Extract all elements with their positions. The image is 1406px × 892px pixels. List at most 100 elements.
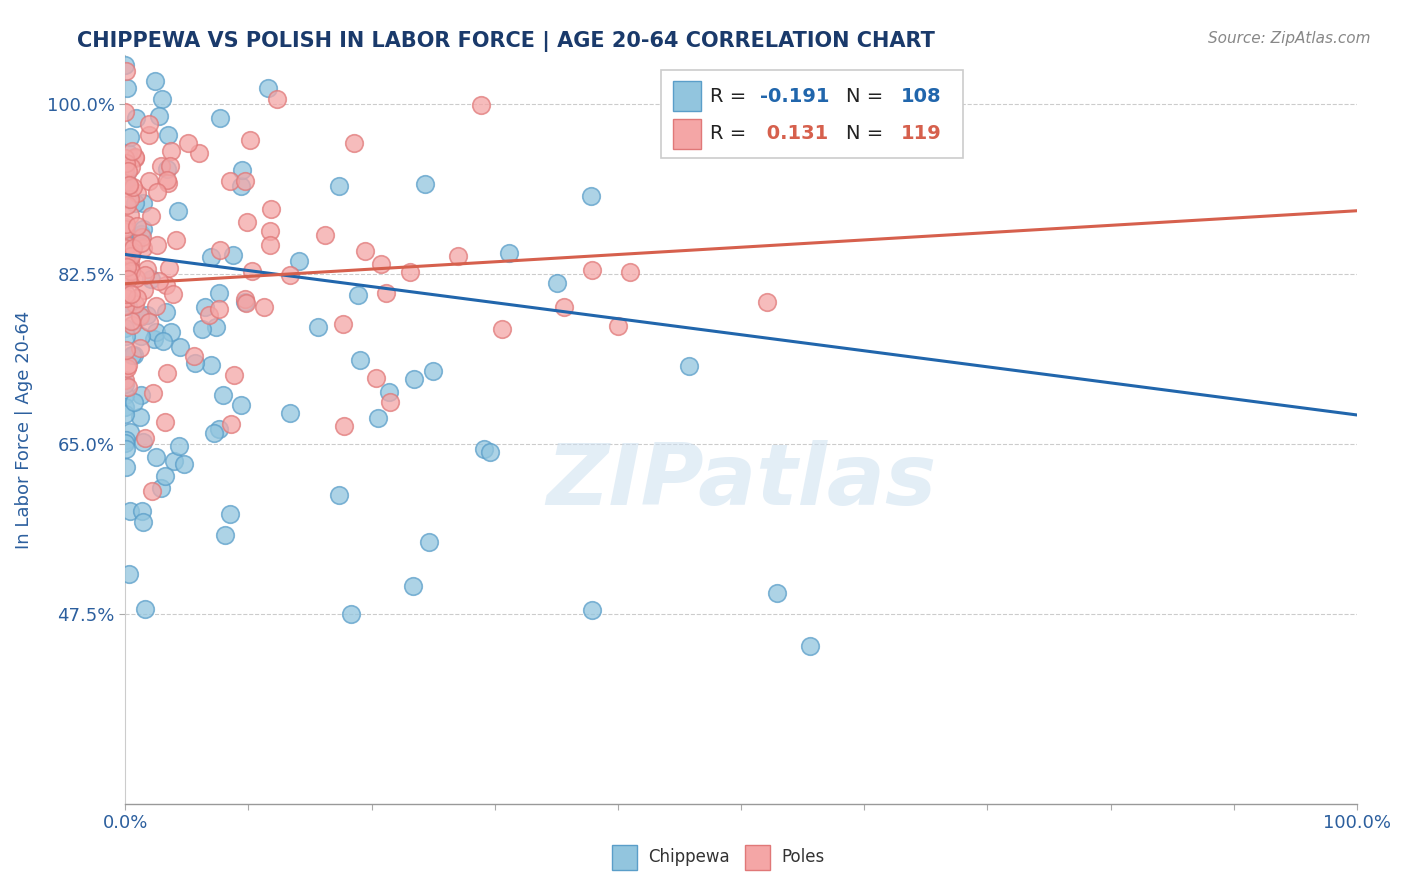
Point: [135, 261, 157, 276]
Point: [200, 359, 222, 373]
Point: [553, 300, 575, 314]
Text: CHIPPEWA VS POLISH IN LABOR FORCE | AGE 20-64 CORRELATION CHART: CHIPPEWA VS POLISH IN LABOR FORCE | AGE …: [77, 31, 935, 53]
Point: [114, 329, 136, 343]
Point: [222, 248, 245, 262]
Point: [120, 264, 142, 278]
Point: [606, 318, 628, 333]
Point: [333, 419, 356, 434]
Point: [156, 128, 179, 142]
Point: [367, 411, 389, 425]
Point: [155, 305, 177, 319]
Point: [124, 297, 146, 311]
Point: [229, 178, 252, 193]
Point: [162, 286, 184, 301]
Text: 0.131: 0.131: [759, 124, 828, 144]
Point: [132, 222, 155, 236]
Point: [114, 433, 136, 447]
Point: [260, 202, 283, 216]
Point: [134, 602, 156, 616]
Point: [173, 457, 195, 471]
Point: [117, 164, 139, 178]
Point: [418, 535, 440, 549]
Point: [149, 159, 172, 173]
Point: [114, 291, 136, 305]
Text: Poles: Poles: [782, 848, 825, 866]
Point: [114, 268, 136, 283]
Point: [120, 314, 142, 328]
Point: [229, 398, 252, 412]
Point: [134, 431, 156, 445]
Point: [114, 162, 136, 177]
FancyBboxPatch shape: [673, 81, 700, 112]
Point: [159, 144, 181, 158]
Point: [159, 159, 181, 173]
Point: [766, 585, 789, 599]
Point: [157, 176, 180, 190]
Point: [212, 388, 235, 402]
Point: [117, 198, 139, 212]
Point: [150, 481, 173, 495]
Point: [259, 237, 281, 252]
Point: [167, 439, 190, 453]
Point: [114, 241, 136, 255]
Point: [125, 111, 148, 125]
FancyBboxPatch shape: [673, 119, 700, 149]
Point: [155, 277, 177, 292]
Point: [124, 235, 146, 249]
Point: [125, 186, 148, 200]
Point: [153, 415, 176, 429]
Point: [125, 271, 148, 285]
Point: [307, 320, 329, 334]
Point: [132, 241, 155, 255]
Point: [231, 162, 253, 177]
Point: [219, 174, 242, 188]
Text: Chippewa: Chippewa: [648, 848, 730, 866]
Point: [120, 208, 142, 222]
Point: [115, 286, 138, 301]
Point: [118, 566, 141, 581]
Point: [380, 395, 402, 409]
Point: [115, 291, 138, 305]
Point: [252, 301, 274, 315]
Point: [115, 249, 138, 263]
Point: [118, 179, 141, 194]
Point: [115, 251, 138, 265]
Point: [115, 360, 138, 375]
Point: [375, 286, 398, 301]
Point: [120, 243, 142, 257]
Point: [413, 177, 436, 191]
Point: [120, 247, 142, 261]
Point: [156, 173, 179, 187]
Point: [194, 300, 217, 314]
Point: [121, 145, 143, 159]
Point: [129, 329, 152, 343]
Point: [208, 422, 231, 436]
Point: [117, 80, 139, 95]
Point: [278, 268, 301, 283]
Point: [678, 359, 700, 374]
Point: [239, 133, 262, 147]
Point: [233, 174, 256, 188]
Point: [619, 265, 641, 279]
Point: [124, 196, 146, 211]
Point: [370, 257, 392, 271]
Point: [131, 434, 153, 449]
Point: [114, 377, 136, 392]
Point: [114, 63, 136, 78]
Point: [131, 387, 153, 401]
Point: [139, 209, 162, 223]
Point: [340, 607, 363, 622]
Point: [314, 227, 336, 242]
Point: [183, 349, 205, 363]
Point: [118, 130, 141, 145]
FancyBboxPatch shape: [745, 845, 770, 870]
Point: [200, 250, 222, 264]
Point: [240, 264, 263, 278]
Point: [235, 215, 257, 229]
Point: [129, 309, 152, 323]
Text: Source: ZipAtlas.com: Source: ZipAtlas.com: [1208, 31, 1371, 46]
Point: [163, 454, 186, 468]
Text: N =: N =: [846, 87, 890, 106]
Point: [114, 105, 136, 120]
Point: [259, 223, 281, 237]
